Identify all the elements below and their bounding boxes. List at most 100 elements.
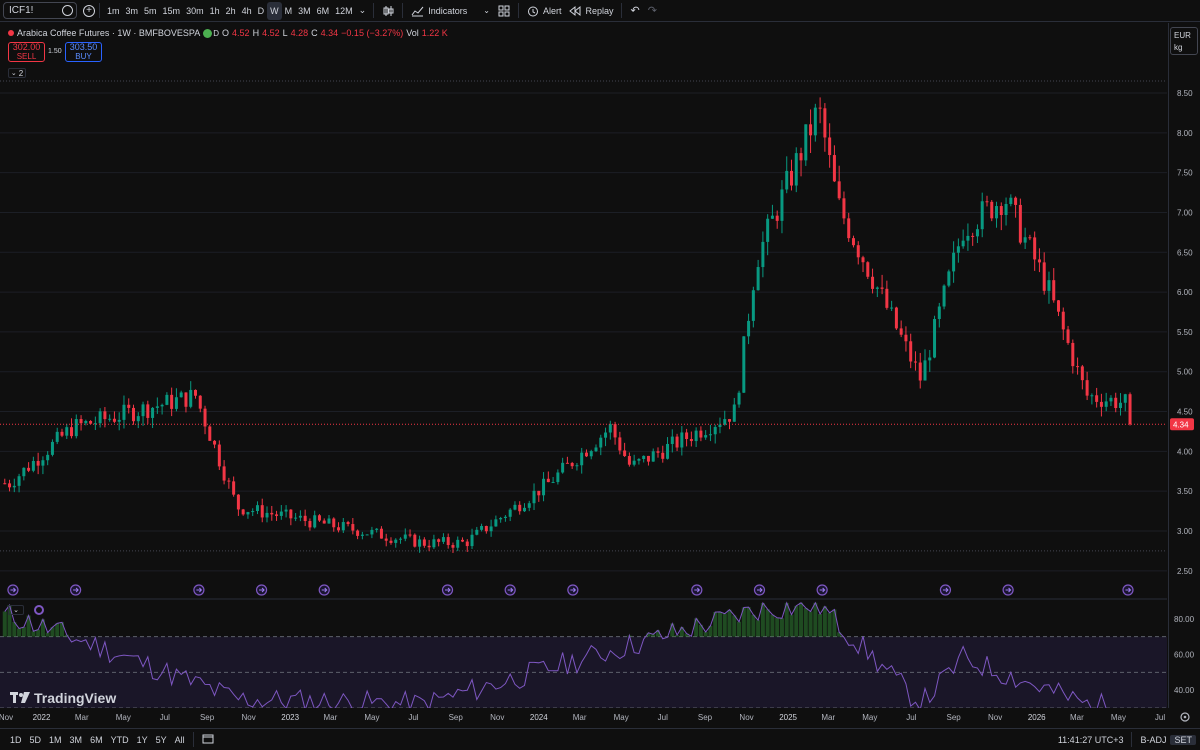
vol-label: Vol xyxy=(406,28,419,38)
alert-button[interactable]: Alert xyxy=(523,2,566,20)
range-button-5d[interactable]: 5D xyxy=(29,734,42,745)
range-button-1y[interactable]: 1Y xyxy=(136,734,148,745)
interval-button-2h[interactable]: 2h xyxy=(225,5,236,16)
candle-body xyxy=(608,424,612,433)
time-tick-label: Jul xyxy=(408,713,418,722)
candle-body xyxy=(685,432,689,440)
candle-body xyxy=(112,418,116,422)
dividend-event-icon[interactable] xyxy=(441,584,454,596)
clock-time[interactable]: 11:41:27 UTC+3 xyxy=(1057,734,1124,745)
interval-button-1h[interactable]: 1h xyxy=(209,5,220,16)
range-button-ytd[interactable]: YTD xyxy=(110,734,129,745)
interval-button-w[interactable]: W xyxy=(267,1,282,20)
undo-button[interactable]: ↶ xyxy=(626,2,643,20)
compare-plus-icon[interactable]: + xyxy=(83,4,95,17)
range-button-all[interactable]: All xyxy=(174,734,185,745)
candle-body xyxy=(728,419,732,422)
candle-body xyxy=(432,539,436,548)
candle-body xyxy=(556,472,560,483)
interval-button-15m[interactable]: 15m xyxy=(162,5,181,16)
interval-button-4h[interactable]: 4h xyxy=(241,5,252,16)
candle-body xyxy=(89,420,93,424)
dividend-event-icon[interactable] xyxy=(504,584,516,596)
dividend-event-icon[interactable] xyxy=(193,584,205,596)
dividend-event-icon[interactable] xyxy=(318,584,330,596)
range-button-1d[interactable]: 1D xyxy=(10,734,22,745)
currency-unit-selector[interactable]: EUR kg xyxy=(1170,27,1198,55)
candle-body xyxy=(1114,397,1118,408)
interval-button-m[interactable]: M xyxy=(284,5,293,16)
candle-body xyxy=(403,534,407,539)
dividend-event-icon[interactable] xyxy=(939,584,952,596)
candle-body xyxy=(146,404,150,418)
settings-gear-icon[interactable] xyxy=(1180,712,1190,722)
time-tick-label: 2024 xyxy=(530,713,548,722)
dividend-event-icon[interactable] xyxy=(1002,584,1014,596)
tradingview-logo-icon xyxy=(10,692,30,703)
replay-button[interactable]: Replay xyxy=(565,2,617,20)
collapse-indicators-button[interactable]: ⌄ 2 xyxy=(8,68,26,78)
candle-type-button[interactable] xyxy=(378,2,398,20)
interval-button-12m[interactable]: 12M xyxy=(335,5,353,16)
candle-body xyxy=(656,451,660,453)
dividend-event-icon[interactable] xyxy=(70,584,82,596)
range-button-5y[interactable]: 5Y xyxy=(155,734,167,745)
indicators-button[interactable]: Indicators ⌄ xyxy=(407,2,494,20)
layout-templates-button[interactable] xyxy=(494,2,514,20)
candle-body xyxy=(637,458,641,461)
candle-body xyxy=(351,524,355,531)
range-button-3m[interactable]: 3M xyxy=(69,734,83,745)
sell-button[interactable]: 302.00 SELL xyxy=(8,42,45,62)
interval-button-d[interactable]: D xyxy=(257,5,265,16)
time-axis[interactable]: Nov 2022 Mar May Jul Sep Nov 2023 Mar May Jul Sep No… xyxy=(0,708,1200,728)
chevron-down-icon[interactable]: ⌄ xyxy=(483,6,490,15)
candle-body xyxy=(508,509,512,517)
redo-button[interactable]: ↷ xyxy=(644,2,661,20)
dividend-event-icon[interactable] xyxy=(7,584,19,596)
chevron-down-icon[interactable]: ⌄ xyxy=(358,5,367,15)
main-chart-canvas[interactable] xyxy=(0,23,1167,708)
range-button-1m[interactable]: 1M xyxy=(49,734,62,745)
rsi-settings-icon[interactable] xyxy=(34,605,44,615)
divider xyxy=(192,732,194,747)
price-tick-label: 8.50 xyxy=(1177,89,1193,98)
dividend-event-icon[interactable] xyxy=(1122,584,1134,596)
candle-body xyxy=(1028,237,1032,239)
dividend-event-icon[interactable] xyxy=(816,584,828,596)
price-axis[interactable]: 8.50 8.00 7.50 7.00 6.50 6.00 5.50 5.00 4.50 4.00… xyxy=(1168,23,1200,708)
buy-button[interactable]: 303.50 BUY xyxy=(65,42,102,62)
interval-button-3m[interactable]: 3M xyxy=(298,5,311,16)
dividend-event-icon[interactable] xyxy=(255,584,268,596)
price-axis-labels: 8.50 8.00 7.50 7.00 6.50 6.00 5.50 5.00 4.50 4.00… xyxy=(1170,89,1195,695)
candle-body xyxy=(618,437,622,451)
symbol-search[interactable]: ICF1! xyxy=(3,2,77,19)
candle-body xyxy=(737,392,741,405)
chart-grid xyxy=(0,80,1167,572)
interval-button-6m[interactable]: 6M xyxy=(316,5,330,16)
range-button-6m[interactable]: 6M xyxy=(90,734,103,745)
adjustment-toggle[interactable]: B-ADJ xyxy=(1140,734,1167,745)
indicators-icon xyxy=(411,6,424,16)
vol-value: 1.22 K xyxy=(421,28,448,38)
rsi-collapse-button[interactable]: ⌄ xyxy=(8,605,24,615)
candle-body xyxy=(842,198,846,219)
candle-body xyxy=(337,527,341,531)
date-range-button[interactable] xyxy=(198,733,218,746)
dividend-event-icon[interactable] xyxy=(691,584,703,596)
dividend-event-icon[interactable] xyxy=(567,584,579,596)
candle-body xyxy=(322,520,326,524)
interval-button-30m[interactable]: 30m xyxy=(186,5,204,16)
rsi-tick-label: 80.00 xyxy=(1174,615,1195,624)
candle-body xyxy=(332,518,336,528)
dividend-event-icon[interactable] xyxy=(753,584,766,596)
interval-button-3m[interactable]: 3m xyxy=(125,5,139,16)
tradingview-logo[interactable]: TradingView xyxy=(10,690,116,706)
session-toggle[interactable]: SET xyxy=(1170,734,1196,745)
candle-body xyxy=(1014,197,1018,205)
interval-button-5m[interactable]: 5m xyxy=(144,5,157,16)
candle-body xyxy=(885,288,889,308)
interval-button-1m[interactable]: 1m xyxy=(107,5,120,16)
candle-body xyxy=(446,537,450,546)
candle-body xyxy=(990,201,994,219)
eye-icon[interactable] xyxy=(62,5,73,16)
